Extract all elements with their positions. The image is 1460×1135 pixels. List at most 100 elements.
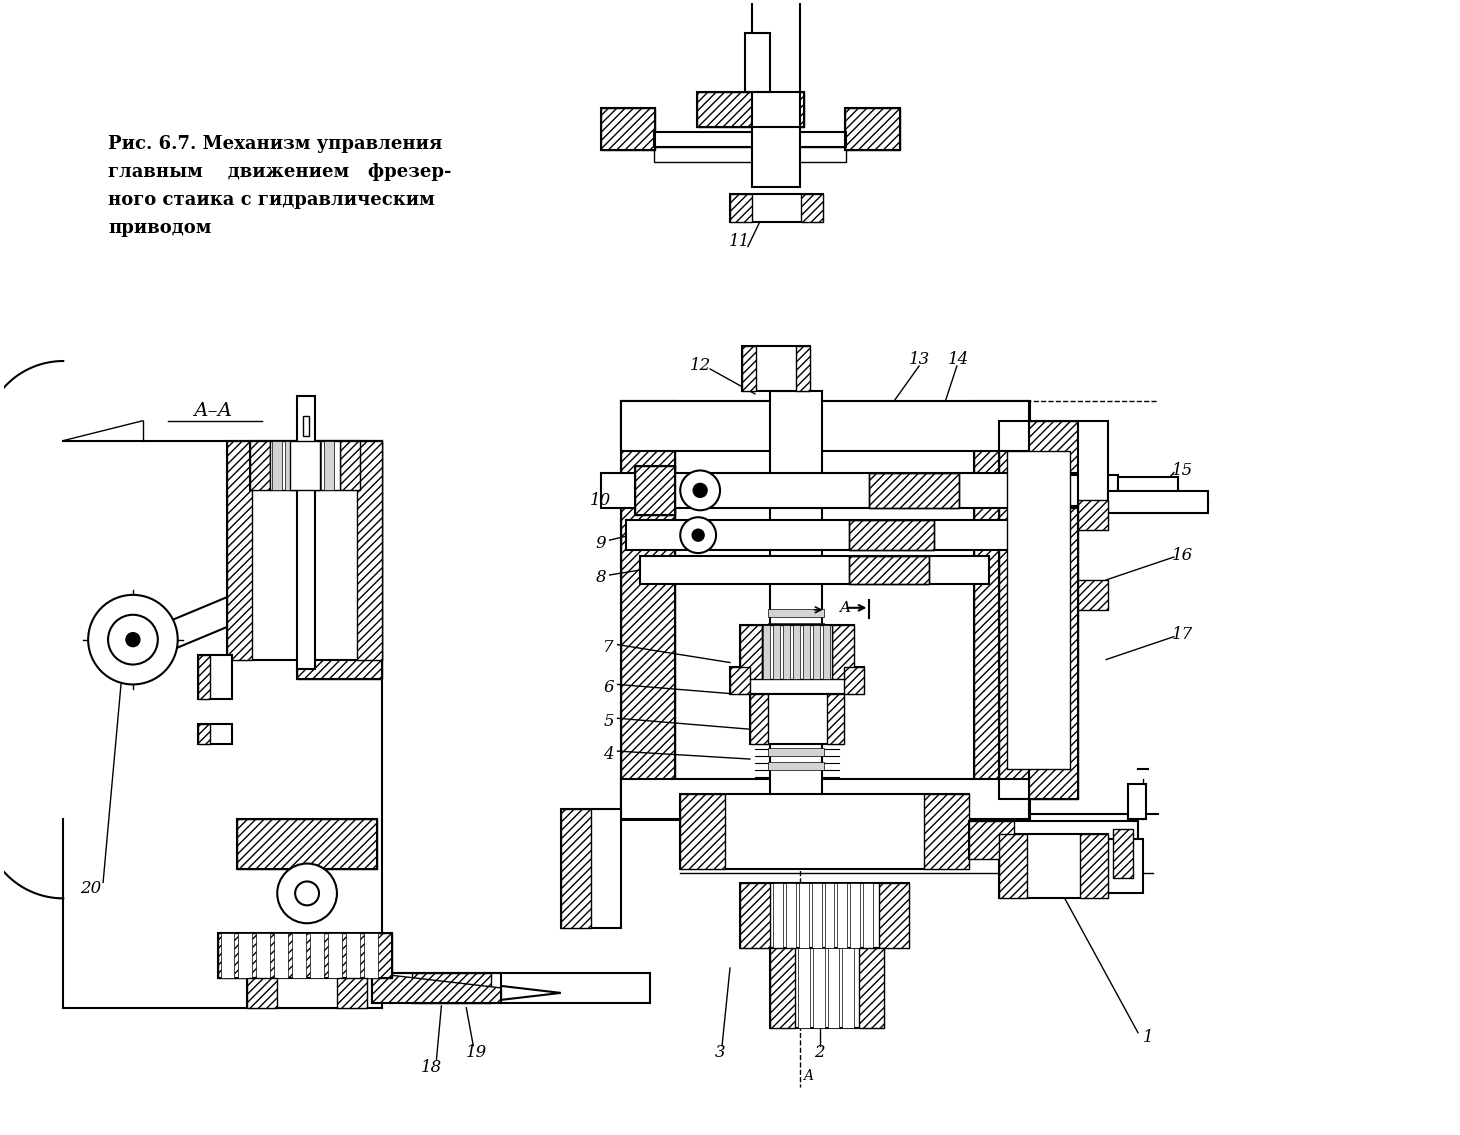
Bar: [768, 706, 823, 714]
Bar: [812, 883, 822, 948]
Bar: [793, 624, 800, 680]
Bar: [625, 520, 1013, 550]
Bar: [838, 883, 847, 948]
Bar: [561, 809, 591, 928]
Circle shape: [126, 632, 140, 647]
Bar: [768, 623, 823, 631]
Bar: [769, 948, 885, 1027]
Bar: [974, 401, 1028, 818]
Bar: [863, 883, 873, 948]
Bar: [768, 692, 823, 700]
Bar: [1080, 834, 1108, 899]
Bar: [740, 883, 769, 948]
Bar: [772, 883, 783, 948]
Bar: [620, 779, 1028, 818]
Bar: [250, 440, 270, 490]
Bar: [304, 415, 310, 436]
Bar: [752, 0, 800, 187]
Bar: [742, 346, 756, 390]
Bar: [850, 556, 929, 583]
Bar: [285, 440, 295, 490]
Text: 2: 2: [815, 1044, 825, 1061]
Bar: [635, 465, 676, 515]
Bar: [228, 440, 381, 659]
Bar: [356, 440, 381, 659]
Bar: [924, 793, 969, 868]
Bar: [238, 818, 377, 868]
Bar: [561, 809, 620, 928]
Text: 15: 15: [1172, 462, 1193, 479]
Bar: [197, 655, 210, 699]
Bar: [768, 748, 823, 756]
Bar: [850, 883, 860, 948]
Bar: [730, 194, 822, 221]
Bar: [1108, 491, 1207, 513]
Bar: [620, 401, 676, 818]
Bar: [238, 818, 377, 868]
Bar: [813, 948, 825, 1027]
Bar: [298, 440, 308, 490]
Text: 7: 7: [603, 639, 613, 656]
Text: главным    движением   фрезер-: главным движением фрезер-: [108, 163, 451, 180]
Bar: [796, 346, 810, 390]
Bar: [813, 624, 819, 680]
Bar: [832, 624, 854, 680]
Circle shape: [680, 471, 720, 511]
Bar: [828, 948, 840, 1027]
Bar: [220, 933, 235, 978]
Bar: [1079, 421, 1108, 530]
Text: A: A: [803, 1068, 813, 1083]
Bar: [800, 194, 822, 221]
Bar: [298, 451, 315, 670]
Bar: [769, 948, 794, 1027]
Text: Рис. 6.7. Механизм управления: Рис. 6.7. Механизм управления: [108, 135, 442, 153]
Bar: [768, 608, 823, 616]
Bar: [850, 556, 929, 583]
Bar: [600, 108, 656, 150]
Text: 6: 6: [603, 679, 613, 696]
Bar: [860, 948, 885, 1027]
Bar: [768, 762, 823, 770]
Bar: [750, 695, 768, 745]
Bar: [869, 473, 959, 507]
Bar: [768, 721, 823, 729]
Bar: [842, 948, 854, 1027]
Text: 3: 3: [715, 1044, 726, 1061]
Bar: [740, 624, 762, 680]
Bar: [785, 883, 796, 948]
Bar: [999, 834, 1108, 899]
Bar: [257, 933, 270, 978]
Bar: [310, 933, 324, 978]
Text: приводом: приводом: [108, 219, 212, 237]
Bar: [298, 396, 315, 451]
Bar: [698, 92, 803, 127]
Text: 17: 17: [1172, 627, 1193, 644]
Bar: [680, 793, 726, 868]
Bar: [762, 624, 769, 680]
Bar: [364, 933, 378, 978]
Bar: [292, 933, 307, 978]
Bar: [768, 734, 823, 742]
Bar: [600, 108, 656, 150]
Text: 10: 10: [590, 491, 612, 508]
Circle shape: [295, 882, 320, 906]
Bar: [825, 883, 835, 948]
Bar: [1118, 477, 1178, 502]
Bar: [769, 390, 822, 818]
Bar: [346, 933, 359, 978]
Bar: [745, 33, 769, 92]
Text: 18: 18: [420, 1059, 442, 1076]
Bar: [869, 473, 959, 507]
Circle shape: [277, 864, 337, 923]
Bar: [197, 655, 232, 699]
Text: 12: 12: [689, 358, 711, 375]
Bar: [298, 440, 381, 680]
Bar: [620, 401, 676, 818]
Bar: [803, 624, 810, 680]
Bar: [730, 666, 864, 695]
Bar: [250, 440, 359, 490]
Bar: [845, 108, 901, 150]
Text: ного стаика с гидравлическим: ного стаика с гидравлическим: [108, 191, 435, 209]
Bar: [372, 973, 650, 1003]
Bar: [228, 440, 253, 659]
